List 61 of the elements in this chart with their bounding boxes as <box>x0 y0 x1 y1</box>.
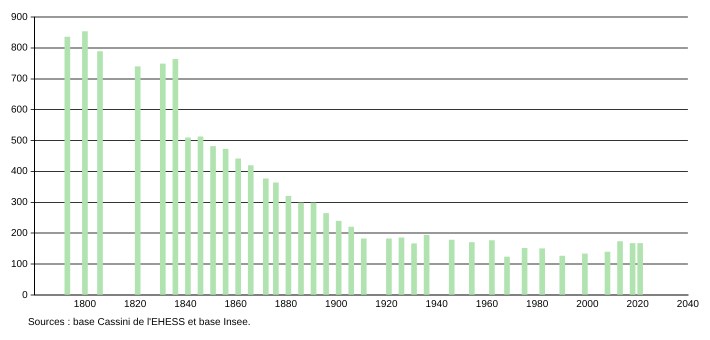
y-tick-label: 200 <box>10 228 28 239</box>
bar <box>489 240 495 295</box>
bar <box>248 165 254 295</box>
x-tick-label: 1860 <box>224 298 248 310</box>
y-tick-label: 600 <box>10 104 28 116</box>
bar <box>360 238 367 295</box>
bar <box>637 243 643 295</box>
bar <box>522 248 528 295</box>
bar <box>348 226 354 295</box>
x-tick-label: 1940 <box>426 298 448 310</box>
bar <box>386 238 392 295</box>
x-tick-label: 1900 <box>325 298 348 310</box>
x-tick-label: 1820 <box>124 298 147 310</box>
x-tick-label: 1980 <box>526 298 549 310</box>
bar <box>185 137 191 295</box>
bar <box>298 202 304 295</box>
source-note: Sources : base Cassini de l'EHESS et base Insee. <box>28 317 252 328</box>
y-tick-label: 300 <box>10 197 28 208</box>
x-tick-label: 1840 <box>174 298 197 310</box>
x-tick-label: 1920 <box>375 298 398 310</box>
bar <box>64 36 70 295</box>
bar <box>424 235 430 295</box>
bar <box>582 254 588 295</box>
y-tick-label: 100 <box>10 258 28 270</box>
bar <box>630 243 636 295</box>
y-tick-label: 0 <box>22 290 28 301</box>
x-tick-label: 2040 <box>676 298 700 310</box>
bar <box>604 252 610 295</box>
bar <box>411 243 417 295</box>
bar <box>198 136 204 295</box>
bar <box>222 148 228 295</box>
bar <box>82 31 88 295</box>
x-tick-label: 1800 <box>74 298 96 310</box>
bar <box>468 242 475 295</box>
y-tick-label: 700 <box>10 74 28 85</box>
bar <box>134 66 141 295</box>
bar <box>310 202 316 295</box>
y-tick-label: 800 <box>10 42 28 54</box>
bar <box>617 241 623 295</box>
bar <box>210 146 216 295</box>
bar <box>504 256 510 295</box>
bar <box>336 220 342 295</box>
bar <box>172 58 178 295</box>
bar <box>398 238 404 295</box>
bar <box>262 178 269 295</box>
y-tick-label: 500 <box>10 135 28 146</box>
bar <box>235 158 242 295</box>
bar <box>273 182 279 295</box>
y-tick-label: 400 <box>10 166 28 178</box>
bar <box>286 196 292 295</box>
bar <box>323 213 329 295</box>
bar <box>539 248 545 295</box>
bar <box>448 240 455 295</box>
x-tick-label: 1960 <box>476 298 498 310</box>
y-tick-label: 900 <box>10 12 28 23</box>
bar <box>160 64 166 295</box>
bar <box>97 51 103 295</box>
x-tick-label: 2020 <box>626 298 650 310</box>
x-tick-label: 1880 <box>274 298 298 310</box>
bar <box>559 256 566 295</box>
x-tick-label: 2000 <box>576 298 599 310</box>
